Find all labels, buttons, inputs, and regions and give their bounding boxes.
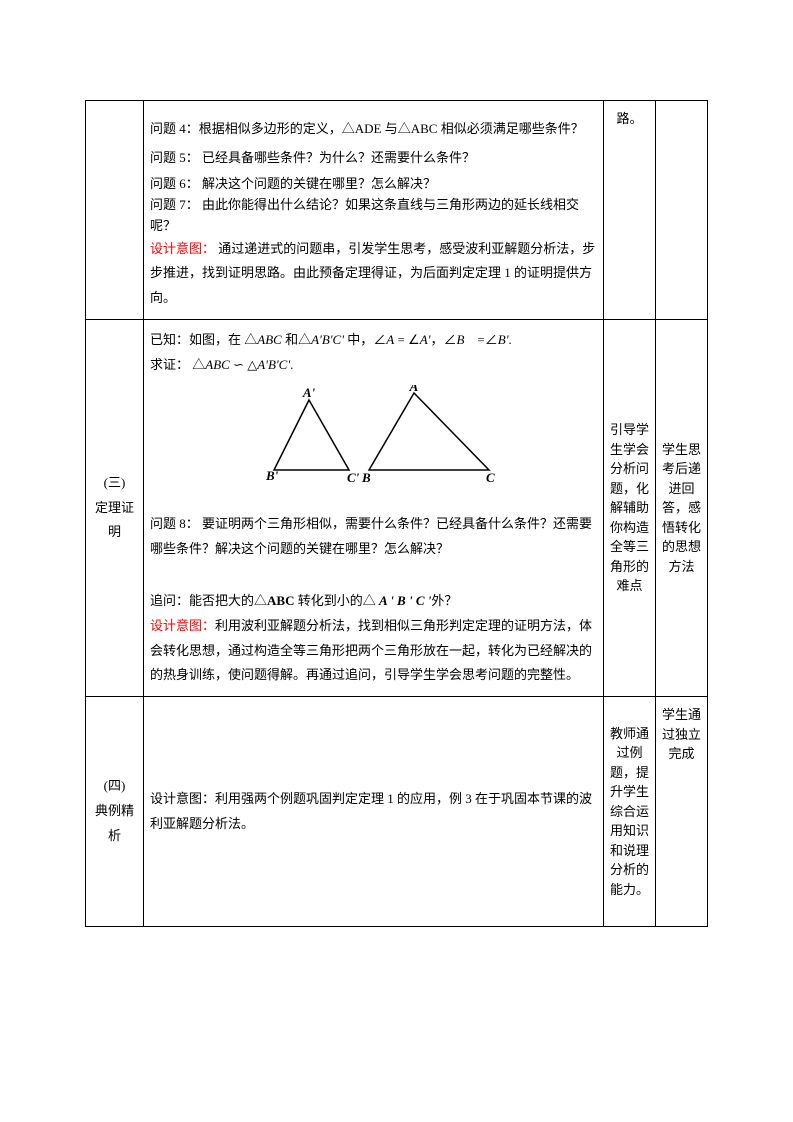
q4-text: 问题 4：根据相似多边形的定义，△ADE 与△ABC 相似必须满足哪些条件？	[150, 121, 584, 136]
teacher-activity-cell: 引导学生学会分析问题，化解辅助你构造全等三角形的难点	[604, 319, 656, 696]
followup-pre: 追问：能否把大的△	[150, 593, 267, 608]
design-intent-2: 设计意图：利用波利亚解题分析法，找到相似三角形判定定理的证明方法，体会转化思想，…	[150, 614, 597, 688]
lesson-plan-table: 问题 4：根据相似多边形的定义，△ADE 与△ABC 相似必须满足哪些条件？ 问…	[85, 100, 708, 927]
section-label-cell: (四) 典例精析	[86, 697, 144, 927]
col4-text-2: 学生思考后递进回答，感悟转化的思想方法	[662, 442, 701, 574]
table-row: 问题 4：根据相似多边形的定义，△ADE 与△ABC 相似必须满足哪些条件？ 问…	[86, 101, 708, 320]
teacher-activity-cell: 路。	[604, 101, 656, 320]
given-statement: 已知：如图，在 △ABC 和△A'B'C' 中，∠A = ∠A'，∠B =∠B'…	[150, 328, 597, 353]
table-row: (三) 定理证明 已知：如图，在 △ABC 和△A'B'C' 中，∠A = ∠A…	[86, 319, 708, 696]
design-text: 通过递进式的问题串，引发学生思考，感受波利亚解题分析法，步步推进，找到证明思路。…	[150, 241, 595, 305]
col4-text-3: 学生通过独立完成	[662, 707, 701, 761]
question-4: 问题 4：根据相似多边形的定义，△ADE 与△ABC 相似必须满足哪些条件？	[150, 117, 597, 142]
design-label-2: 设计意图：	[150, 618, 215, 633]
section-4-number: (四)	[92, 774, 137, 799]
table-row: (四) 典例精析 设计意图：利用强两个例题巩固判定定理 1 的应用，例 3 在于…	[86, 697, 708, 927]
svg-text:C: C	[486, 470, 495, 485]
followup-mid: 转化到小的△	[294, 593, 379, 608]
student-activity-cell: 学生通过独立完成	[656, 697, 708, 927]
question-8: 问题 8： 要证明两个三角形相似，需要什么条件？已经具备什么条件？还需要哪些条件…	[150, 512, 597, 561]
svg-text:A': A'	[301, 385, 315, 400]
triangle-diagram: A' B' C' A B C	[150, 385, 597, 504]
section-label-cell: (三) 定理证明	[86, 319, 144, 696]
content-cell: 设计意图：利用强两个例题巩固判定定理 1 的应用，例 3 在于巩固本节课的波利亚…	[144, 697, 604, 927]
section-label-cell	[86, 101, 144, 320]
col3-text-2: 引导学生学会分析问题，化解辅助你构造全等三角形的难点	[610, 422, 649, 593]
prove-statement: 求证： △ABC ∽ △A'B'C'.	[150, 353, 597, 378]
followup-post: 外？	[431, 593, 457, 608]
small-triangle: A' B' C'	[265, 385, 360, 485]
section-3-title: 定理证明	[92, 496, 137, 545]
content-cell: 已知：如图，在 △ABC 和△A'B'C' 中，∠A = ∠A'，∠B =∠B'…	[144, 319, 604, 696]
question-7: 问题 7： 由此你能得出什么结论？如果这条直线与三角形两边的延长线相交呢？	[150, 195, 597, 237]
section-4-text: 设计意图：利用强两个例题巩固判定定理 1 的应用，例 3 在于巩固本节课的波利亚…	[150, 787, 597, 836]
content-cell: 问题 4：根据相似多边形的定义，△ADE 与△ABC 相似必须满足哪些条件？ 问…	[144, 101, 604, 320]
section-3-number: (三)	[92, 471, 137, 496]
q5-text: 问题 5： 已经具备哪些条件？为什么？还需要什么条件？	[150, 150, 475, 165]
teacher-activity-cell: 教师通过例题，提升学生综合运用知识和说理分析的能力。	[604, 697, 656, 927]
followup-abc2: A ' B ' C '	[379, 593, 431, 608]
followup-abc: ABC	[267, 593, 294, 608]
student-activity-cell: 学生思考后递进回答，感悟转化的思想方法	[656, 319, 708, 696]
col3-text: 路。	[616, 111, 642, 126]
large-triangle: A B C	[361, 385, 495, 485]
q8-text: 问题 8： 要证明两个三角形相似，需要什么条件？已经具备什么条件？还需要哪些条件…	[150, 516, 592, 556]
followup-question: 追问：能否把大的△ABC 转化到小的△ A ' B ' C '外？	[150, 589, 597, 614]
svg-text:B': B'	[265, 468, 279, 483]
question-6: 问题 6： 解决这个问题的关键在哪里？怎么解决？	[150, 174, 597, 195]
q6-text: 问题 6： 解决这个问题的关键在哪里？怎么解决？	[150, 176, 436, 191]
q7-text: 问题 7： 由此你能得出什么结论？如果这条直线与三角形两边的延长线相交呢？	[150, 197, 579, 233]
question-5: 问题 5： 已经具备哪些条件？为什么？还需要什么条件？	[150, 146, 597, 171]
svg-text:B: B	[361, 470, 371, 485]
section-4-title: 典例精析	[92, 799, 137, 848]
triangles-svg: A' B' C' A B C	[234, 385, 514, 495]
design-label: 设计意图：	[150, 241, 215, 256]
design-intent-1: 设计意图： 通过递进式的问题串，引发学生思考，感受波利亚解题分析法，步步推进，找…	[150, 237, 597, 311]
design-text-2: 利用波利亚解题分析法，找到相似三角形判定定理的证明方法，体会转化思想，通过构造全…	[150, 618, 592, 682]
svg-text:C': C'	[347, 470, 360, 485]
col3-text-3: 教师通过例题，提升学生综合运用知识和说理分析的能力。	[610, 726, 649, 897]
student-activity-cell	[656, 101, 708, 320]
svg-text:A: A	[408, 385, 418, 394]
